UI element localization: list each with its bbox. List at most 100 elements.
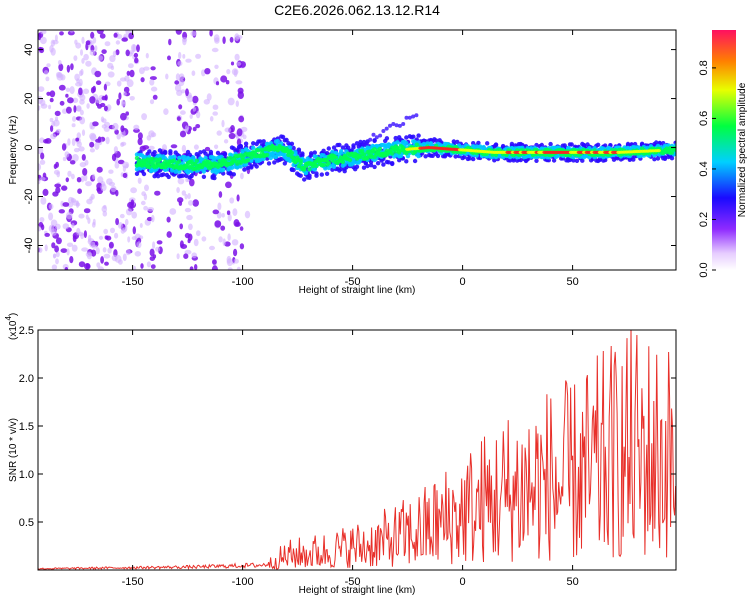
heatmap-noise-cell <box>137 177 142 184</box>
heatmap-noise-cell <box>64 267 69 270</box>
heatmap-noise-cell <box>79 99 85 105</box>
heatmap-ridge-cell <box>303 170 309 175</box>
heatmap-noise-cell <box>149 99 155 105</box>
heatmap-noise-cell <box>103 126 110 132</box>
colorbar-label: Normalized spectral amplitude <box>737 82 748 217</box>
heatmap-noise-cell <box>96 30 104 35</box>
heatmap-noise-cell <box>95 98 103 104</box>
heatmap-noise-cell <box>216 130 222 136</box>
heatmap-ridge-cell <box>163 149 168 155</box>
heatmap-noise-cell <box>113 32 118 38</box>
heatmap-ridge-cell <box>416 133 421 138</box>
heatmap-noise-cell <box>127 236 131 243</box>
heatmap-noise-cell <box>131 211 137 219</box>
heatmap-noise-cell <box>194 264 198 270</box>
heatmap-ridge-cell <box>386 160 391 165</box>
heatmap-ridge-cell <box>298 158 303 163</box>
heatmap-noise-cell <box>126 79 134 88</box>
heatmap-noise-cell <box>101 49 107 54</box>
heatmap-noise-cell <box>221 213 225 218</box>
heatmap-noise-cell <box>156 240 163 245</box>
heatmap-noise-cell <box>66 106 72 114</box>
heatmap-ridge-cell <box>548 141 553 147</box>
heatmap-ridge-cell <box>275 138 280 144</box>
heatmap-noise-cell <box>97 55 104 61</box>
snr-series-line <box>38 330 676 570</box>
heatmap-ridge-cell <box>305 156 310 161</box>
heatmap-ridge-cell <box>390 161 395 166</box>
heatmap-noise-cell <box>104 41 111 47</box>
heatmap-ridge-cell <box>375 161 381 166</box>
heatmap-ridge-cell <box>346 145 351 150</box>
heatmap-noise-cell <box>97 136 102 143</box>
heatmap-noise-cell <box>209 116 214 122</box>
heatmap-noise-cell <box>51 120 56 127</box>
heatmap-noise-cell <box>71 154 79 162</box>
heatmap-noise-cell <box>39 159 46 165</box>
heatmap-noise-cell <box>39 217 45 223</box>
heatmap-noise-cell <box>105 136 110 145</box>
heatmap-noise-cell <box>90 31 95 39</box>
colorbar-tick-label: 0.0 <box>698 262 710 277</box>
heatmap-ridge-cell <box>571 158 576 163</box>
heatmap-ridge-cell <box>324 151 330 156</box>
heatmap-noise-cell <box>62 156 67 162</box>
heatmap-noise-cell <box>236 266 241 270</box>
heatmap-noise-cell <box>83 174 88 182</box>
heatmap-noise-cell <box>133 265 137 270</box>
heatmap-noise-cell <box>126 70 131 76</box>
heatmap-noise-cell <box>116 98 120 106</box>
heatmap-ridge-cell <box>471 156 476 162</box>
heatmap-noise-cell <box>239 226 244 231</box>
heatmap-noise-cell <box>48 104 52 110</box>
heatmap-noise-cell <box>185 177 189 183</box>
heatmap-noise-cell <box>195 124 201 129</box>
heatmap-noise-cell <box>85 40 91 46</box>
heatmap-noise-cell <box>114 232 119 239</box>
heatmap-noise-cell <box>177 197 184 203</box>
heatmap-noise-cell <box>121 99 126 105</box>
heatmap-noise-cell <box>209 245 215 251</box>
heatmap-cells <box>38 30 676 270</box>
heatmap-noise-cell <box>150 66 156 71</box>
heatmap-noise-cell <box>85 60 92 67</box>
heatmap-noise-cell <box>414 113 419 118</box>
heatmap-noise-cell <box>49 97 54 103</box>
heatmap-ridge-cell <box>330 158 335 163</box>
heatmap-noise-cell <box>189 266 194 270</box>
heatmap-noise-cell <box>84 159 89 166</box>
heatmap-noise-cell <box>174 84 182 92</box>
heatmap-ridge-cell <box>390 151 395 156</box>
heatmap-noise-cell <box>95 80 102 85</box>
spectrogram-y-tick-label: 20 <box>23 92 35 104</box>
heatmap-noise-cell <box>125 208 133 216</box>
heatmap-ridge-cell <box>302 177 307 182</box>
spectrogram-x-label: Height of straight line (km) <box>299 285 416 296</box>
heatmap-noise-cell <box>123 86 130 94</box>
heatmap-ridge-cell <box>249 158 254 163</box>
heatmap-noise-cell <box>218 236 223 243</box>
heatmap-ridge-cell <box>171 154 177 159</box>
heatmap-ridge-cell <box>215 150 221 156</box>
heatmap-noise-cell <box>140 200 146 206</box>
heatmap-noise-cell <box>73 147 80 153</box>
heatmap-noise-cell <box>66 211 73 220</box>
heatmap-noise-cell <box>86 198 93 205</box>
heatmap-noise-cell <box>105 235 112 241</box>
heatmap-noise-cell <box>154 190 161 196</box>
heatmap-ridge-cell <box>242 167 247 172</box>
heatmap-ridge-cell <box>293 150 298 155</box>
spectrogram-y-tick-label: 0 <box>23 144 35 150</box>
heatmap-noise-cell <box>120 141 127 146</box>
heatmap-ridge-cell <box>171 158 177 163</box>
heatmap-noise-cell <box>168 38 172 46</box>
heatmap-noise-cell <box>50 133 57 140</box>
heatmap-noise-cell <box>62 202 70 207</box>
heatmap-noise-cell <box>129 96 135 101</box>
heatmap-ridge-cell <box>324 171 330 176</box>
heatmap-noise-cell <box>226 210 231 215</box>
heatmap-noise-cell <box>236 128 243 137</box>
snr-x-tick-label: 50 <box>566 576 578 588</box>
heatmap-noise-cell <box>137 132 143 140</box>
heatmap-noise-cell <box>70 63 74 71</box>
